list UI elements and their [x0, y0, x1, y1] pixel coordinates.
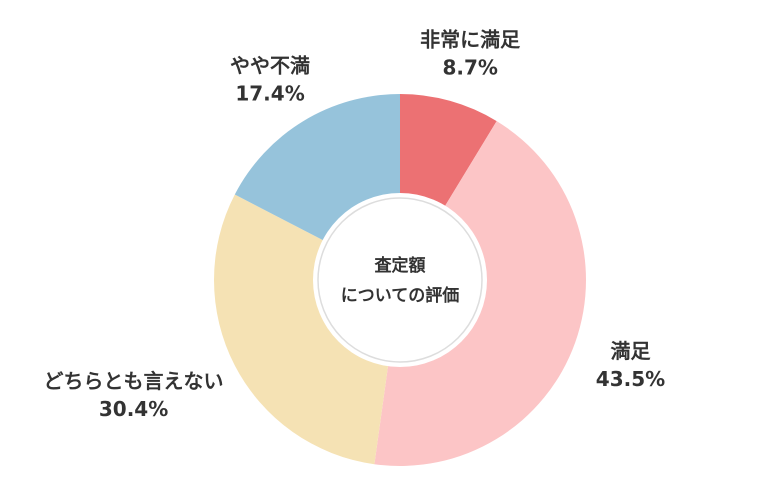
slice-value: 43.5% — [596, 367, 665, 391]
slice-label: 満足 — [610, 339, 651, 363]
slice-value: 8.7% — [442, 55, 497, 79]
center-ring — [317, 197, 483, 363]
slice-label: どちらとも言えない — [44, 369, 224, 393]
slice-value: 17.4% — [235, 81, 304, 105]
slice-value: 30.4% — [99, 397, 168, 421]
slice-label: 非常に満足 — [420, 27, 521, 51]
center-text: 査定額 — [374, 255, 426, 276]
slice-label: やや不満 — [230, 53, 310, 77]
center-text: についての評価 — [341, 285, 460, 306]
center-hole — [313, 193, 487, 367]
